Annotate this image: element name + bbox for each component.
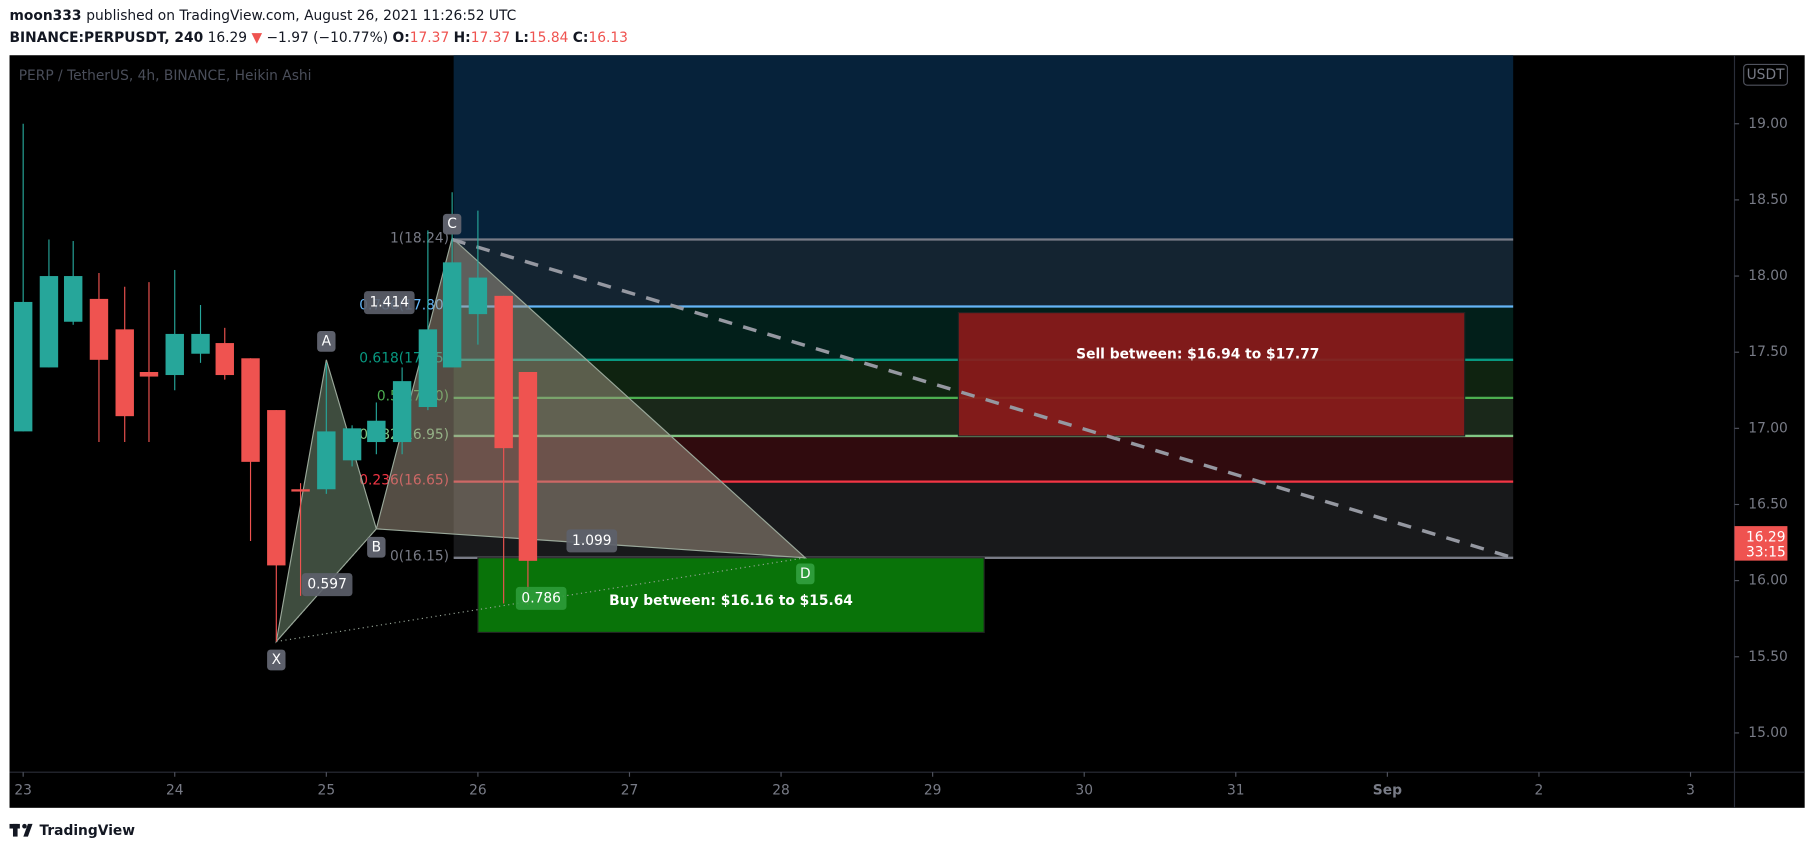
candle-body <box>418 329 438 408</box>
fib-top-zone <box>453 55 1514 240</box>
point-label: C <box>447 216 457 232</box>
candle-body <box>392 381 412 443</box>
publisher: moon333 published on TradingView.com, Au… <box>10 8 517 24</box>
candle-body <box>317 431 336 490</box>
candle-body <box>63 276 83 322</box>
o-label: O: <box>392 30 409 46</box>
fib-label: 1(18.24) <box>390 230 449 246</box>
point-badge <box>317 331 336 352</box>
l: 15.84 <box>529 30 569 46</box>
change: −1.97 (−10.77%) <box>266 30 388 46</box>
price-tag <box>1734 526 1788 561</box>
fib-label: 0(16.15) <box>390 549 449 565</box>
symbol-line: BINANCE:PERPUSDT, 240 16.29 ▼ −1.97 (−10… <box>10 30 628 46</box>
h: 17.37 <box>471 30 511 46</box>
y-tick-label: 18.00 <box>1748 268 1788 284</box>
candle-body <box>367 420 386 443</box>
brand: TradingView <box>39 823 135 839</box>
candle-body <box>139 371 159 377</box>
candle-body <box>165 333 184 376</box>
arrow: ▼ <box>251 30 262 46</box>
x-tick-label: 30 <box>1075 783 1093 799</box>
y-tick-label: 19.00 <box>1748 116 1788 132</box>
x-tick-label: 2 <box>1535 783 1544 799</box>
zone-label: Buy between: $16.16 to $15.64 <box>609 593 853 609</box>
l-label: L: <box>515 30 529 46</box>
x-tick-label: 27 <box>621 783 639 799</box>
point-badge <box>442 213 462 235</box>
last: 16.29 <box>208 30 248 46</box>
price-tag-label: 16.29 <box>1746 530 1786 546</box>
x-tick-label: 28 <box>772 783 790 799</box>
candle-body <box>13 301 33 432</box>
point-badge <box>367 536 386 558</box>
candle-body <box>518 371 538 561</box>
zone <box>957 312 1466 437</box>
point-label: X <box>272 652 282 668</box>
y-tick-label: 17.00 <box>1748 420 1788 436</box>
symbol: BINANCE:PERPUSDT, 240 <box>10 30 204 46</box>
candle-body <box>267 410 286 566</box>
y-tick-label: 15.50 <box>1748 649 1788 665</box>
x-tick-label: 31 <box>1227 783 1245 799</box>
c-label: C: <box>573 30 589 46</box>
x-tick-label: 26 <box>469 783 487 799</box>
x-tick-label: 3 <box>1686 783 1695 799</box>
x-tick-label: 23 <box>14 783 32 799</box>
candle-body <box>291 489 310 492</box>
point-label: A <box>322 333 332 349</box>
o: 17.37 <box>410 30 450 46</box>
publisher-name: moon333 <box>10 8 82 24</box>
logo <box>9 823 33 837</box>
x-tick-label: 25 <box>318 783 336 799</box>
x-tick-label: Sep <box>1373 783 1402 799</box>
ratio-badge <box>363 291 415 315</box>
ratio-label: 1.099 <box>572 533 612 549</box>
ratio-badge <box>301 573 353 597</box>
chart-title: PERP / TetherUS, 4h, BINANCE, Heikin Ash… <box>19 68 312 84</box>
unit: USDT <box>1747 67 1785 83</box>
candle-body <box>215 343 234 376</box>
candle-body <box>115 329 134 417</box>
ratio-label: 1.414 <box>370 295 410 311</box>
unit-box <box>1743 63 1788 86</box>
trend-line <box>451 237 1514 560</box>
y-tick-label: 15.00 <box>1748 725 1788 741</box>
x-tick-label: 24 <box>166 783 184 799</box>
point-label: D <box>800 566 811 582</box>
point-badge <box>267 649 286 671</box>
candle-body <box>342 428 362 461</box>
y-tick-label: 17.50 <box>1748 344 1788 360</box>
ratio-badge <box>515 586 567 610</box>
ratio-badge <box>566 529 618 553</box>
candle-body <box>191 333 210 354</box>
candle-body <box>89 298 109 360</box>
ratio-label: 0.597 <box>307 577 347 593</box>
x-tick-label: 29 <box>924 783 942 799</box>
fib-zone <box>453 239 1514 307</box>
zone-label: Sell between: $16.94 to $17.77 <box>1076 347 1319 363</box>
h-label: H: <box>454 30 471 46</box>
candle-body <box>442 262 462 368</box>
published: published on TradingView.com, August 26,… <box>86 8 516 24</box>
c: 16.13 <box>588 30 628 46</box>
candle-body <box>494 295 513 449</box>
candle-body <box>241 358 260 462</box>
candle-body <box>39 276 59 368</box>
y-tick-label: 16.50 <box>1748 496 1788 512</box>
point-badge <box>796 563 815 585</box>
candle-body <box>468 277 488 315</box>
countdown: 33:15 <box>1746 545 1786 561</box>
y-tick-label: 16.00 <box>1748 573 1788 589</box>
point-label: B <box>372 539 381 555</box>
y-tick-label: 18.50 <box>1748 192 1788 208</box>
ratio-label: 0.786 <box>521 590 561 606</box>
